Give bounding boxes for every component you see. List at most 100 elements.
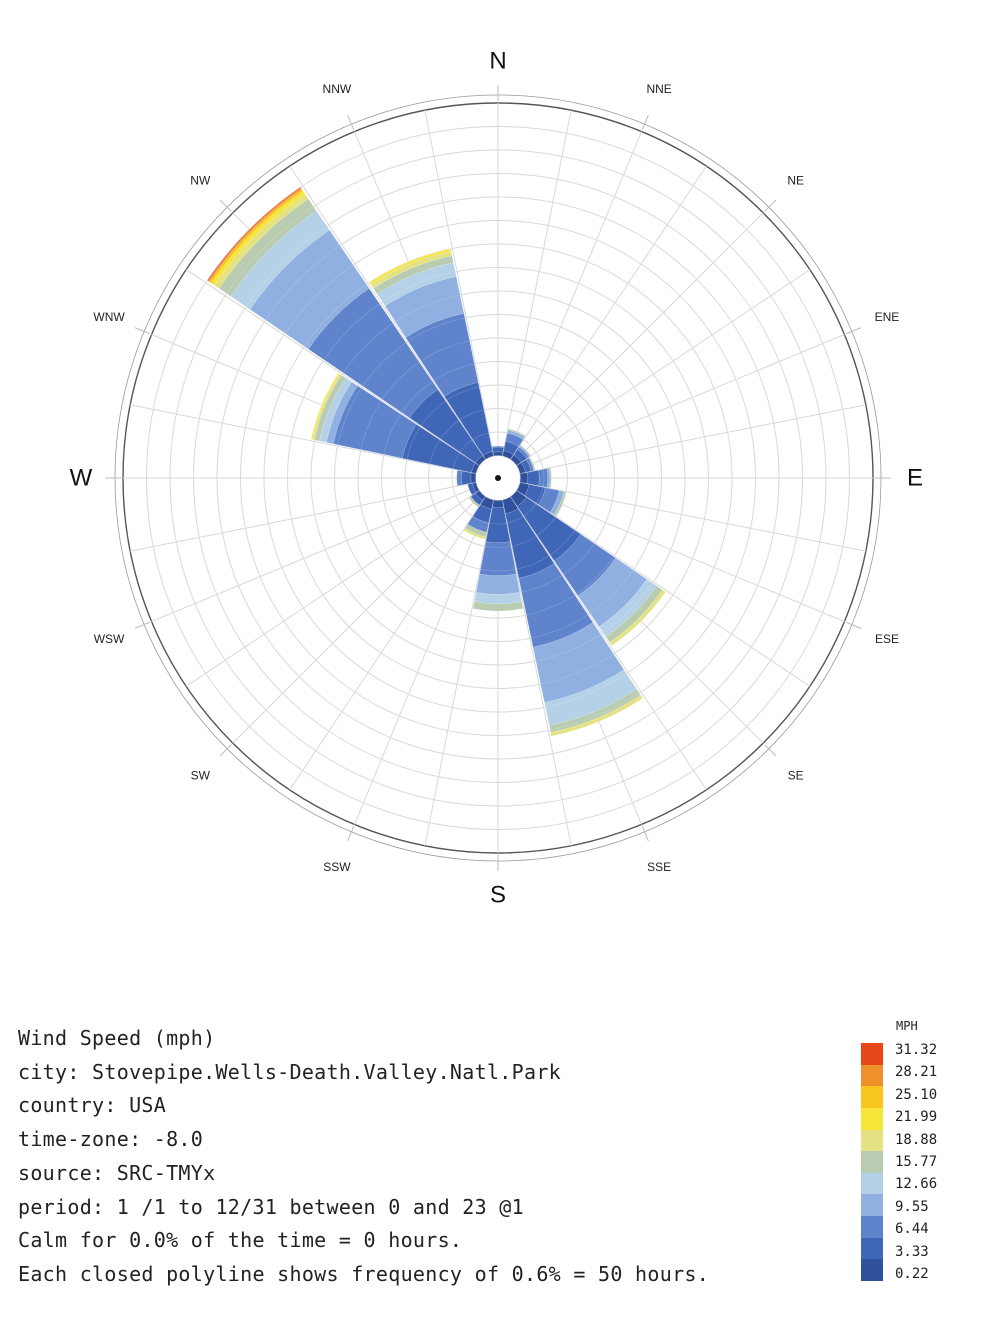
frequency-ring-overlay: [357, 337, 639, 619]
radial-gridline: [151, 486, 478, 622]
direction-label-wsw: WSW: [94, 632, 125, 646]
rose-segment-w-bin2: [456, 469, 463, 487]
direction-label-nnw: NNW: [323, 82, 352, 96]
rose-segment-e-bin1: [526, 469, 540, 487]
direction-tick: [846, 621, 862, 629]
direction-label-ese: ESE: [875, 632, 899, 646]
direction-tick: [347, 826, 355, 842]
radial-gridline: [501, 499, 572, 846]
legend-label: 18.88: [895, 1131, 938, 1148]
radial-gridline: [130, 404, 477, 475]
legend-title: MPH: [896, 1019, 918, 1033]
frequency-ring-overlay: [451, 431, 545, 525]
radial-gridline: [513, 212, 764, 463]
radial-gridline: [506, 131, 642, 458]
direction-label-w: W: [70, 465, 93, 492]
rose-segment-n-bin1: [491, 446, 505, 453]
legend-swatch: [861, 1172, 883, 1195]
radial-gridline: [424, 110, 495, 457]
rose-segment-s-bin5: [472, 601, 524, 612]
radial-gridline: [519, 481, 866, 552]
rose-segment-w-bin0: [470, 472, 477, 484]
info-country: country: USA: [18, 1093, 167, 1118]
legend-label: 6.44: [895, 1221, 929, 1238]
frequency-ring-overlay: [428, 408, 568, 548]
direction-tick: [134, 327, 150, 335]
direction-label-n: N: [489, 48, 506, 75]
frequency-ring-overlay: [263, 243, 733, 713]
rose-segment-sse-bin6: [550, 694, 644, 737]
direction-tick: [764, 199, 777, 212]
rose-segment-nw-bin10: [206, 186, 302, 282]
frequency-ring-overlay: [334, 314, 662, 642]
rose-segment-ene-bin5: [528, 456, 536, 471]
rose-segment-sw-bin5: [468, 496, 480, 508]
direction-label-e: E: [907, 465, 923, 492]
direction-label-wnw: WNW: [93, 310, 125, 324]
legend-label: 28.21: [895, 1064, 938, 1081]
frequency-ring-overlay: [404, 384, 592, 572]
rose-segment-n-bin2: [491, 445, 505, 448]
direction-tick: [641, 114, 649, 130]
legend-swatch: [861, 1259, 883, 1282]
direction-tick: [764, 744, 777, 757]
direction-label-ne: NE: [787, 173, 804, 187]
radial-gridline: [289, 496, 486, 791]
radial-gridline: [354, 498, 490, 825]
legend-label: 15.77: [895, 1153, 938, 1170]
rose-segment-n-bin0: [492, 451, 504, 457]
rose-segment-wnw-bin7: [310, 372, 341, 440]
radial-gridline: [185, 269, 480, 466]
direction-label-nne: NNE: [646, 82, 671, 96]
radial-gridline: [501, 110, 572, 457]
rose-bars: [146, 126, 850, 830]
frequency-ring-overlay: [240, 220, 756, 736]
legend-color-bar: [861, 1043, 883, 1282]
legend-swatch: [861, 1237, 883, 1260]
rose-segment-nne-bin5: [507, 428, 526, 438]
info-city: city: Stovepipe.Wells-Death.Valley.Natl.…: [18, 1059, 562, 1084]
legend-swatch: [861, 1086, 883, 1108]
direction-label-ssw: SSW: [323, 860, 351, 874]
radial-gridline: [232, 493, 483, 744]
rose-segment-e-bin0: [519, 472, 528, 484]
direction-label-se: SE: [788, 769, 804, 783]
info-source: source: SRC-TMYx: [18, 1160, 216, 1185]
chart-info: Wind Speed (mph) city: Stovepipe.Wells-D…: [18, 1022, 709, 1292]
rose-segment-se-bin6: [609, 589, 666, 646]
direction-label-nw: NW: [190, 173, 211, 187]
rose-segment-nnw-bin7: [369, 248, 452, 285]
legend-swatch: [861, 1043, 883, 1065]
legend-label: 21.99: [895, 1109, 938, 1126]
center-point: [495, 475, 501, 481]
rose-segment-ne-bin5: [519, 444, 532, 457]
legend-swatch: [861, 1064, 883, 1087]
radial-gridline: [518, 334, 845, 470]
direction-tick: [846, 327, 862, 335]
legend-swatch: [861, 1194, 883, 1217]
rose-segment-e-bin5: [548, 467, 552, 489]
radial-gridline: [518, 486, 845, 622]
radial-gridline: [130, 481, 477, 552]
rose-segment-s-bin0: [492, 499, 504, 508]
direction-label-sw: SW: [191, 769, 211, 783]
info-timezone: time-zone: -8.0: [18, 1127, 204, 1152]
legend-label: 0.22: [895, 1265, 929, 1282]
legend-swatch: [861, 1151, 883, 1173]
legend-swatch: [861, 1216, 883, 1238]
info-period: period: 1 /1 to 12/31 between 0 and 23 @…: [18, 1194, 524, 1219]
radial-gridline: [516, 490, 811, 687]
frequency-ring-overlay: [216, 196, 780, 760]
direction-tick: [134, 621, 150, 629]
legend-label: 25.10: [895, 1086, 938, 1103]
radial-gridline: [185, 490, 480, 687]
radial-gridline: [510, 165, 707, 460]
legend-label: 31.32: [895, 1042, 938, 1058]
frequency-ring-overlay: [193, 173, 803, 783]
legend-label: 12.66: [895, 1176, 938, 1193]
direction-tick: [219, 744, 232, 757]
direction-label-s: S: [490, 882, 506, 909]
legend-label: 3.33: [895, 1243, 929, 1260]
legend-swatch: [861, 1129, 883, 1152]
frequency-ring-overlay: [287, 267, 709, 689]
